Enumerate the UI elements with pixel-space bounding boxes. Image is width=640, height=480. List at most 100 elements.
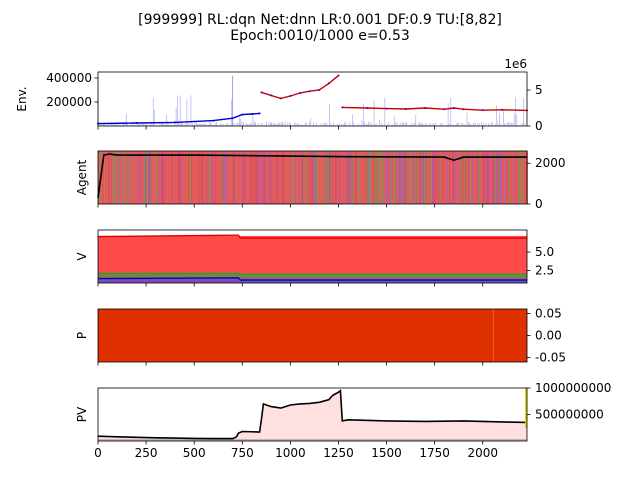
agent-band	[284, 151, 287, 204]
price-point	[385, 107, 388, 110]
price-point	[327, 82, 330, 85]
agent-band	[486, 151, 488, 204]
agent-band	[323, 151, 325, 204]
agent-band	[312, 151, 314, 204]
agent-band	[439, 151, 441, 204]
agent-band	[379, 151, 381, 204]
agent-band	[444, 151, 446, 204]
agent-band	[333, 151, 335, 204]
agent-band	[315, 151, 318, 204]
agent-band	[488, 151, 491, 204]
agent-band	[516, 151, 518, 204]
agent-band	[509, 151, 511, 204]
agent-band	[455, 151, 458, 204]
panels: 0 5 200000 400000 1e6 Env. 0 2000 Agent 2.5 5.0 V -0…	[15, 57, 611, 460]
x-tick-label: 750	[231, 446, 254, 460]
y-axis-label: V	[75, 252, 89, 261]
agent-band	[101, 151, 103, 204]
agent-band	[380, 151, 382, 204]
agent-band	[126, 151, 128, 204]
agent-band	[270, 151, 272, 204]
agent-band	[368, 151, 371, 204]
y-tick-label-right: 500000000	[535, 408, 604, 422]
agent-band	[478, 151, 481, 204]
agent-band	[441, 151, 444, 204]
y-axis-label: P	[75, 332, 89, 339]
agent-band	[214, 151, 216, 204]
price-point	[135, 122, 138, 124]
agent-band	[328, 151, 330, 204]
agent-band	[303, 151, 305, 204]
agent-band	[229, 151, 231, 204]
agent-band	[286, 151, 288, 204]
agent-band	[510, 151, 512, 204]
agent-band	[344, 151, 346, 204]
agent-band	[428, 151, 430, 204]
agent-band	[283, 151, 285, 204]
agent-band	[499, 151, 501, 204]
agent-band	[191, 151, 194, 204]
agent-band	[491, 151, 493, 204]
agent-band	[169, 151, 171, 204]
agent-band	[491, 151, 494, 204]
agent-band	[279, 151, 281, 204]
agent-band	[496, 151, 498, 204]
agent-band	[447, 151, 449, 204]
agent-band	[311, 151, 314, 204]
agent-band	[147, 151, 149, 204]
agent-band	[498, 151, 501, 204]
agent-band	[523, 151, 525, 204]
agent-band	[502, 151, 505, 204]
x-tick-label: 0	[94, 446, 102, 460]
agent-band	[420, 151, 422, 204]
agent-band	[302, 151, 304, 204]
agent-band	[357, 151, 359, 204]
panel-2: 0 2000 Agent	[75, 150, 566, 211]
pv-marker	[525, 388, 527, 428]
agent-band	[405, 151, 408, 204]
price-point	[424, 107, 427, 109]
agent-band	[194, 151, 197, 204]
agent-band	[315, 151, 317, 204]
chart-title-line1: [999999] RL:dqn Net:dnn LR:0.001 DF:0.9 …	[138, 12, 502, 28]
agent-band	[362, 151, 364, 204]
y-axis-label: Agent	[75, 159, 89, 195]
agent-band	[154, 151, 156, 204]
agent-band	[186, 151, 188, 204]
agent-band	[412, 151, 414, 204]
agent-band	[231, 151, 234, 204]
agent-band	[358, 151, 361, 204]
agent-band	[480, 151, 482, 204]
agent-band	[404, 151, 406, 204]
agent-band	[140, 151, 142, 204]
agent-band	[271, 151, 274, 204]
axes-frame	[97, 71, 528, 127]
agent-band	[424, 151, 426, 204]
agent-band	[409, 151, 411, 204]
agent-band	[397, 151, 399, 204]
agent-band	[395, 151, 398, 204]
agent-band	[195, 151, 197, 204]
agent-band	[278, 151, 280, 204]
agent-band	[111, 151, 114, 204]
agent-band	[175, 151, 177, 204]
agent-band	[201, 151, 204, 204]
agent-band	[131, 151, 134, 204]
agent-band	[433, 151, 435, 204]
price-point	[279, 97, 282, 100]
agent-band	[254, 151, 257, 204]
agent-band	[457, 151, 459, 204]
agent-band	[326, 151, 328, 204]
agent-band	[467, 151, 469, 204]
agent-band	[145, 151, 147, 204]
agent-band	[321, 151, 323, 204]
agent-band	[471, 151, 473, 204]
axes-frame	[97, 150, 528, 205]
agent-band	[476, 151, 478, 204]
agent-band	[118, 151, 120, 204]
agent-band	[298, 151, 301, 204]
agent-band	[373, 151, 375, 204]
agent-band	[435, 151, 437, 204]
agent-band	[518, 151, 521, 204]
agent-band	[105, 151, 107, 204]
